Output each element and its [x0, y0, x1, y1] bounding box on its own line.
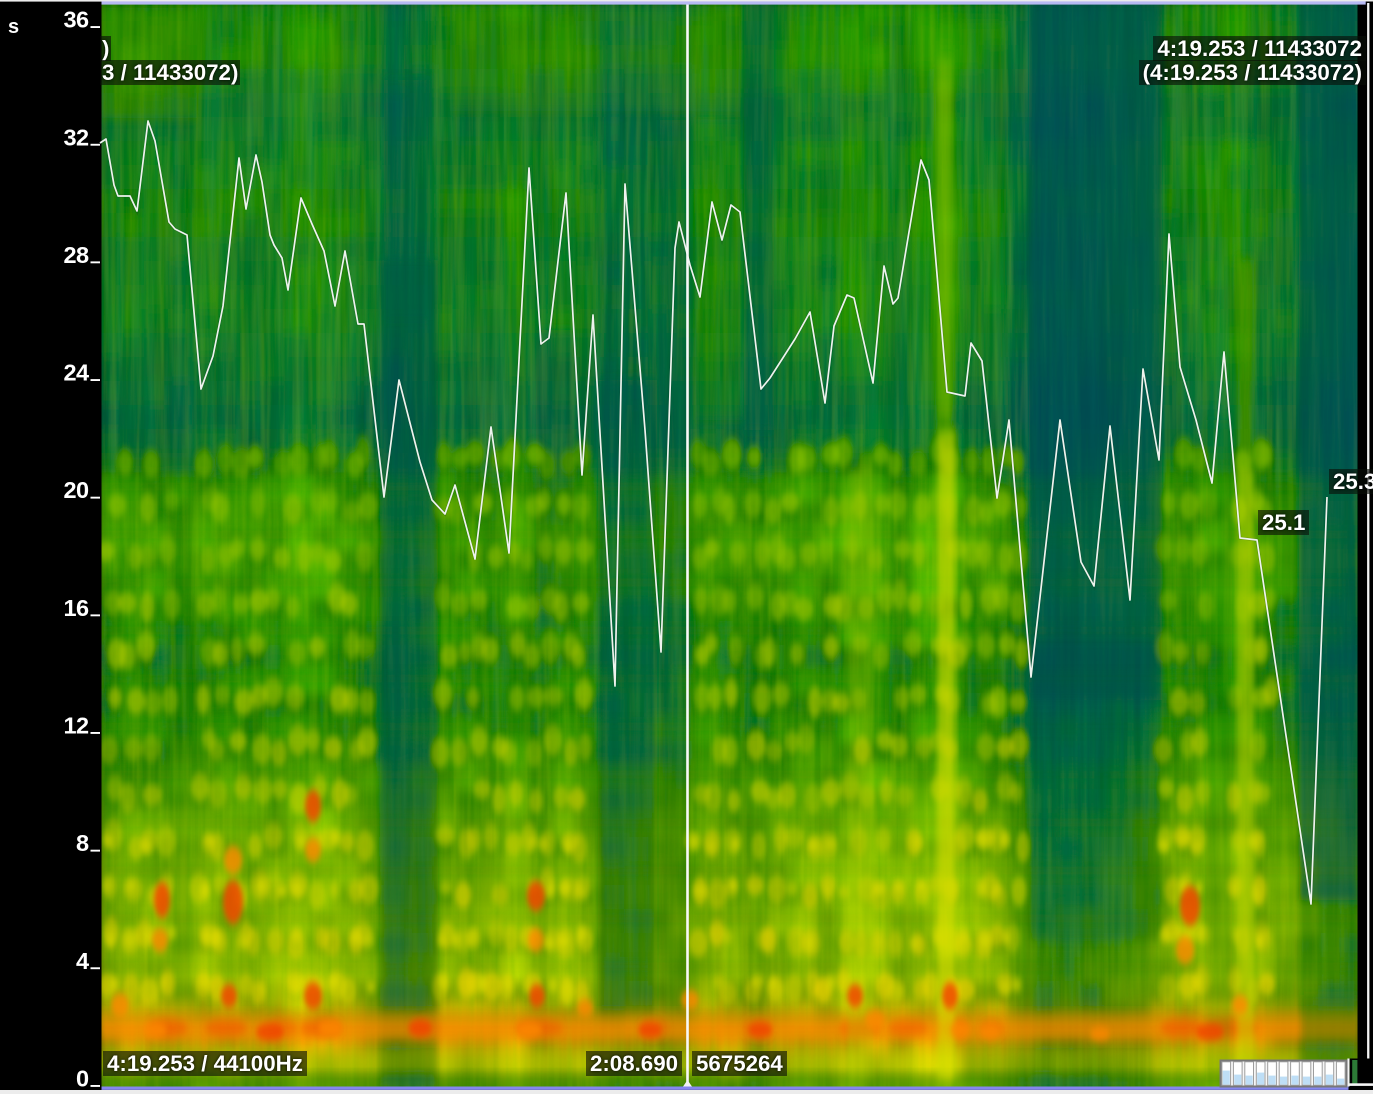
svg-text:12: 12 — [64, 713, 89, 739]
svg-text:s: s — [8, 16, 19, 38]
svg-text:32: 32 — [64, 124, 89, 150]
svg-text:36: 36 — [64, 7, 89, 33]
svg-text:20: 20 — [64, 477, 89, 503]
svg-text:28: 28 — [64, 242, 89, 268]
svg-text:8: 8 — [76, 830, 89, 856]
svg-text:24: 24 — [64, 360, 89, 386]
svg-text:4: 4 — [76, 948, 89, 974]
svg-text:0: 0 — [76, 1066, 89, 1092]
svg-text:16: 16 — [64, 595, 89, 621]
